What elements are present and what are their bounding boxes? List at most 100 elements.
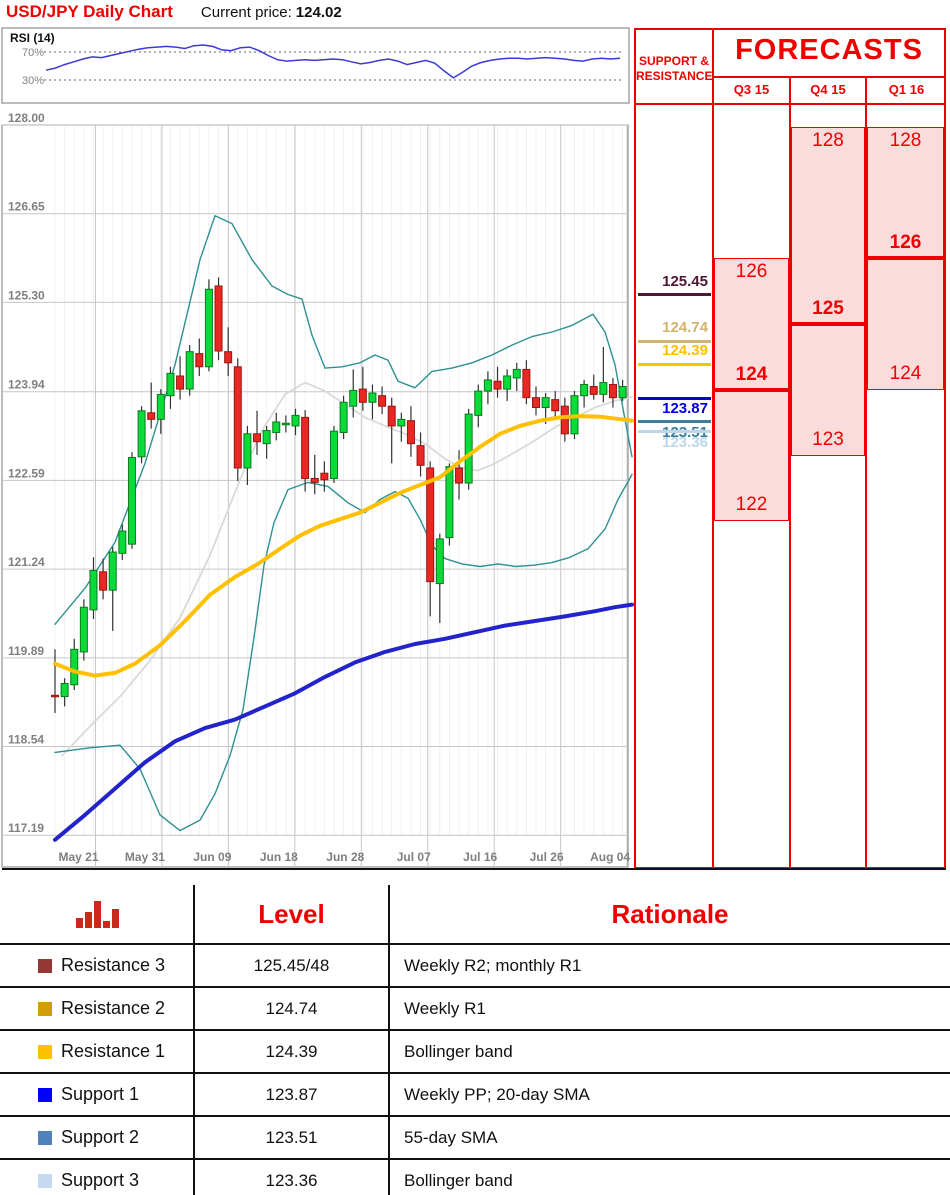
candle-body — [243, 433, 252, 469]
main-plot: May 21 May 31 Jun 09 Jun 18 Jun 28 Jul 07 Jul … — [1, 111, 634, 868]
level-name-cell: Resistance 3 — [0, 945, 193, 986]
candle-body — [281, 422, 290, 426]
table-icon-cell — [0, 885, 193, 943]
level-value: 123.36 — [265, 1170, 318, 1190]
level-color-swatch — [38, 958, 52, 973]
level-value-cell: 124.74 — [193, 988, 388, 1029]
level-value: 123.87 — [265, 1084, 318, 1104]
y-axis-label: 122.59 — [8, 466, 45, 480]
y-axis-label: 123.94 — [8, 378, 45, 392]
level-name: Resistance 2 — [61, 998, 166, 1018]
y-axis-label: 125.30 — [8, 288, 45, 302]
candle-body — [224, 351, 233, 364]
bar-chart-icon — [76, 900, 121, 928]
candle-body — [118, 530, 127, 554]
level-name-cell: Resistance 2 — [0, 988, 193, 1029]
levels-table-header: Level Rationale — [0, 885, 950, 943]
sr-level-line — [638, 430, 711, 433]
x-axis-label: Jul 26 — [530, 850, 564, 864]
level-value-cell: 124.39 — [193, 1031, 388, 1072]
sr-level-label: 125.45 — [662, 273, 708, 290]
forecast-mid-line — [791, 322, 865, 326]
level-rationale: Bollinger band — [404, 1041, 513, 1061]
levels-table: Level Rationale Resistance 3 125.45/48 W… — [0, 885, 950, 1195]
sr-level-line — [638, 420, 711, 423]
forecast-low: 124 — [889, 363, 922, 384]
x-axis-label: Aug 04 — [590, 850, 630, 864]
x-axis-label: May 31 — [125, 850, 165, 864]
level-value: 124.39 — [265, 1041, 318, 1061]
level-color-swatch — [38, 1130, 52, 1145]
candle-body — [166, 372, 175, 397]
level-name: Support 1 — [61, 1084, 140, 1104]
level-value: 125.45/48 — [253, 955, 330, 975]
candle-body — [435, 538, 444, 585]
sr-level-label: 124.39 — [662, 342, 708, 359]
level-rationale-cell: Weekly PP; 20-day SMA — [388, 1074, 950, 1115]
candle-body — [99, 571, 108, 591]
candle-body — [541, 397, 550, 409]
x-axis-label: Jun 18 — [260, 850, 298, 864]
candle-body — [60, 682, 69, 698]
candle-body — [551, 399, 560, 412]
candle-body — [416, 445, 425, 466]
price-chart-canvas: RSI (14) 70% 30% May 21 May 31 Jun 09 Jun 18 Ju… — [1, 27, 634, 868]
candle-body — [176, 375, 185, 390]
y-axis-label: 126.65 — [8, 200, 45, 214]
sma-20-line — [61, 381, 633, 757]
table-row: Resistance 3 125.45/48 Weekly R2; monthl… — [0, 943, 950, 986]
forecast-low: 122 — [735, 494, 768, 515]
candle-body — [262, 430, 271, 445]
level-name: Resistance 1 — [61, 1041, 166, 1061]
support-resistance-header: SUPPORT & RESISTANCE — [636, 54, 713, 83]
y-axis-label: 117.19 — [8, 821, 44, 835]
candle-body — [156, 393, 165, 420]
level-column-header: Level — [193, 885, 388, 943]
x-axis-label: May 21 — [58, 850, 98, 864]
candle-body — [137, 410, 146, 458]
level-rationale-cell: Bollinger band — [388, 1160, 950, 1195]
level-rationale: Weekly R1 — [404, 998, 486, 1018]
candle-body — [79, 606, 88, 653]
quarter-header-0: Q3 15 — [733, 82, 770, 97]
candle-body — [272, 421, 281, 433]
chart-bottom-divider — [2, 868, 946, 870]
level-color-swatch — [38, 1173, 52, 1188]
candle-body — [253, 433, 262, 443]
candle-body — [204, 288, 213, 368]
x-axis-label: Jul 16 — [463, 850, 497, 864]
sr-level-line — [638, 293, 711, 296]
level-rationale: 55-day SMA — [404, 1127, 498, 1147]
candle-body — [89, 569, 98, 611]
x-axis-label: Jul 07 — [397, 850, 431, 864]
candle-body — [70, 648, 79, 686]
y-axis-label: 118.54 — [8, 733, 44, 747]
panel-divider — [712, 30, 714, 867]
level-value-cell: 125.45/48 — [193, 945, 388, 986]
y-axis-label: 128.00 — [8, 111, 45, 125]
table-row: Resistance 1 124.39 Bollinger band — [0, 1029, 950, 1072]
candle-body — [406, 420, 415, 445]
chart-header: USD/JPY Daily Chart Current price: 124.02 — [6, 2, 342, 26]
candle-body — [329, 430, 338, 479]
level-value-cell: 123.36 — [193, 1160, 388, 1195]
candle-body — [483, 379, 492, 392]
quarter-header-2: Q1 16 — [888, 82, 925, 97]
candle-body — [503, 375, 512, 390]
candle-body — [387, 405, 396, 427]
forecast-mid-line — [867, 256, 944, 260]
table-row: Support 3 123.36 Bollinger band — [0, 1158, 950, 1195]
level-value: 124.74 — [265, 998, 318, 1018]
level-color-swatch — [38, 1087, 52, 1102]
candle-body — [599, 382, 608, 395]
sr-level-line — [638, 397, 711, 400]
forecast-mid: 125 — [812, 298, 844, 319]
panel-divider — [865, 78, 867, 867]
level-name: Support 3 — [61, 1170, 140, 1190]
table-row: Support 2 123.51 55-day SMA — [0, 1115, 950, 1158]
level-rationale: Weekly R2; monthly R1 — [404, 955, 582, 975]
level-value-cell: 123.87 — [193, 1074, 388, 1115]
candle-body — [185, 351, 194, 390]
candle-body — [580, 384, 589, 397]
